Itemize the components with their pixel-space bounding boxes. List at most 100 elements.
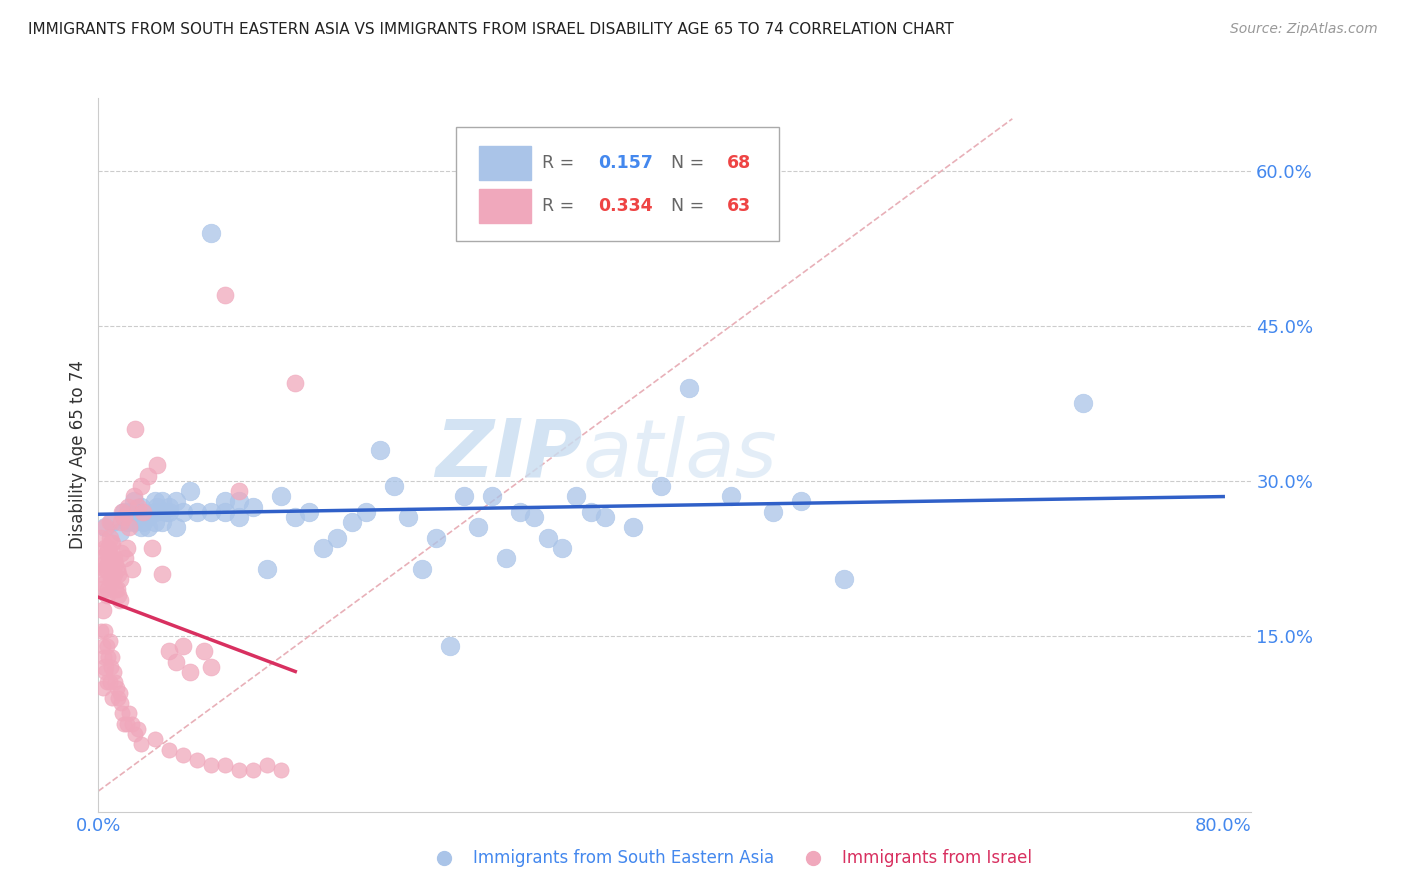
Text: Source: ZipAtlas.com: Source: ZipAtlas.com [1230, 22, 1378, 37]
Point [495, 551, 517, 566]
Point [98, 675, 121, 690]
Point [90, 551, 112, 566]
Point [91, 582, 114, 597]
Point [96, 675, 118, 690]
Point [368, 442, 391, 457]
Point [340, 515, 363, 529]
Point [108, 686, 131, 700]
Point [228, 510, 250, 524]
Point [256, 562, 278, 576]
Point [96, 588, 118, 602]
Point [136, 520, 159, 534]
Point [101, 551, 124, 566]
Point [91, 681, 114, 695]
Point [157, 644, 180, 658]
Point [101, 649, 124, 664]
Point [98, 551, 121, 566]
Point [94, 562, 117, 576]
Point [186, 505, 208, 519]
Point [107, 690, 129, 705]
Text: N =: N = [659, 154, 710, 172]
Point [122, 494, 145, 508]
Point [108, 525, 131, 540]
Point [172, 639, 194, 653]
Text: 0.334: 0.334 [598, 197, 652, 215]
Point [165, 520, 187, 534]
Point [105, 562, 128, 576]
Point [242, 764, 264, 778]
Text: 63: 63 [727, 197, 751, 215]
Point [200, 505, 222, 519]
Point [326, 531, 349, 545]
Point [115, 716, 138, 731]
Point [143, 515, 166, 529]
Point [103, 566, 125, 581]
FancyBboxPatch shape [456, 127, 779, 241]
Point [143, 494, 166, 508]
Point [91, 639, 114, 653]
Text: R =: R = [543, 154, 581, 172]
Bar [479, 146, 531, 180]
Point [107, 566, 129, 581]
Point [141, 541, 163, 555]
Point [284, 376, 307, 390]
Point [103, 551, 125, 566]
Point [98, 634, 121, 648]
Point [579, 505, 602, 519]
Point [127, 722, 149, 736]
Point [93, 577, 115, 591]
Point [354, 505, 377, 519]
Point [114, 551, 136, 566]
Text: N =: N = [659, 197, 710, 215]
Point [90, 531, 112, 545]
Point [100, 572, 122, 586]
Point [396, 510, 419, 524]
Point [228, 494, 250, 508]
Point [94, 541, 117, 555]
Point [129, 738, 152, 752]
Point [108, 592, 131, 607]
Point [115, 541, 138, 555]
Point [127, 505, 149, 519]
Text: ZIP: ZIP [436, 416, 582, 494]
Point [228, 484, 250, 499]
Point [165, 655, 187, 669]
Point [91, 566, 114, 581]
Point [523, 510, 546, 524]
Text: Immigrants from Israel: Immigrants from Israel [842, 849, 1032, 867]
Point [593, 510, 616, 524]
Point [284, 510, 307, 524]
Text: Immigrants from South Eastern Asia: Immigrants from South Eastern Asia [472, 849, 775, 867]
Point [200, 758, 222, 772]
Point [481, 489, 503, 503]
Point [411, 562, 433, 576]
Point [214, 505, 236, 519]
Point [256, 758, 278, 772]
Point [312, 541, 335, 555]
Point [104, 582, 127, 597]
Point [425, 531, 447, 545]
Point [298, 505, 321, 519]
Text: atlas: atlas [582, 416, 778, 494]
Point [110, 515, 132, 529]
Point [96, 639, 118, 653]
Bar [479, 189, 531, 223]
Point [94, 520, 117, 534]
Point [93, 557, 115, 571]
Point [242, 500, 264, 514]
Point [832, 572, 855, 586]
Point [509, 851, 531, 865]
Point [157, 742, 180, 756]
Point [179, 484, 201, 499]
Point [165, 494, 187, 508]
Y-axis label: Disability Age 65 to 74: Disability Age 65 to 74 [69, 360, 87, 549]
Point [100, 660, 122, 674]
Point [132, 515, 155, 529]
Point [150, 494, 173, 508]
Point [118, 520, 141, 534]
Point [150, 566, 173, 581]
Point [439, 639, 461, 653]
Point [108, 572, 131, 586]
Point [136, 510, 159, 524]
Point [565, 489, 588, 503]
